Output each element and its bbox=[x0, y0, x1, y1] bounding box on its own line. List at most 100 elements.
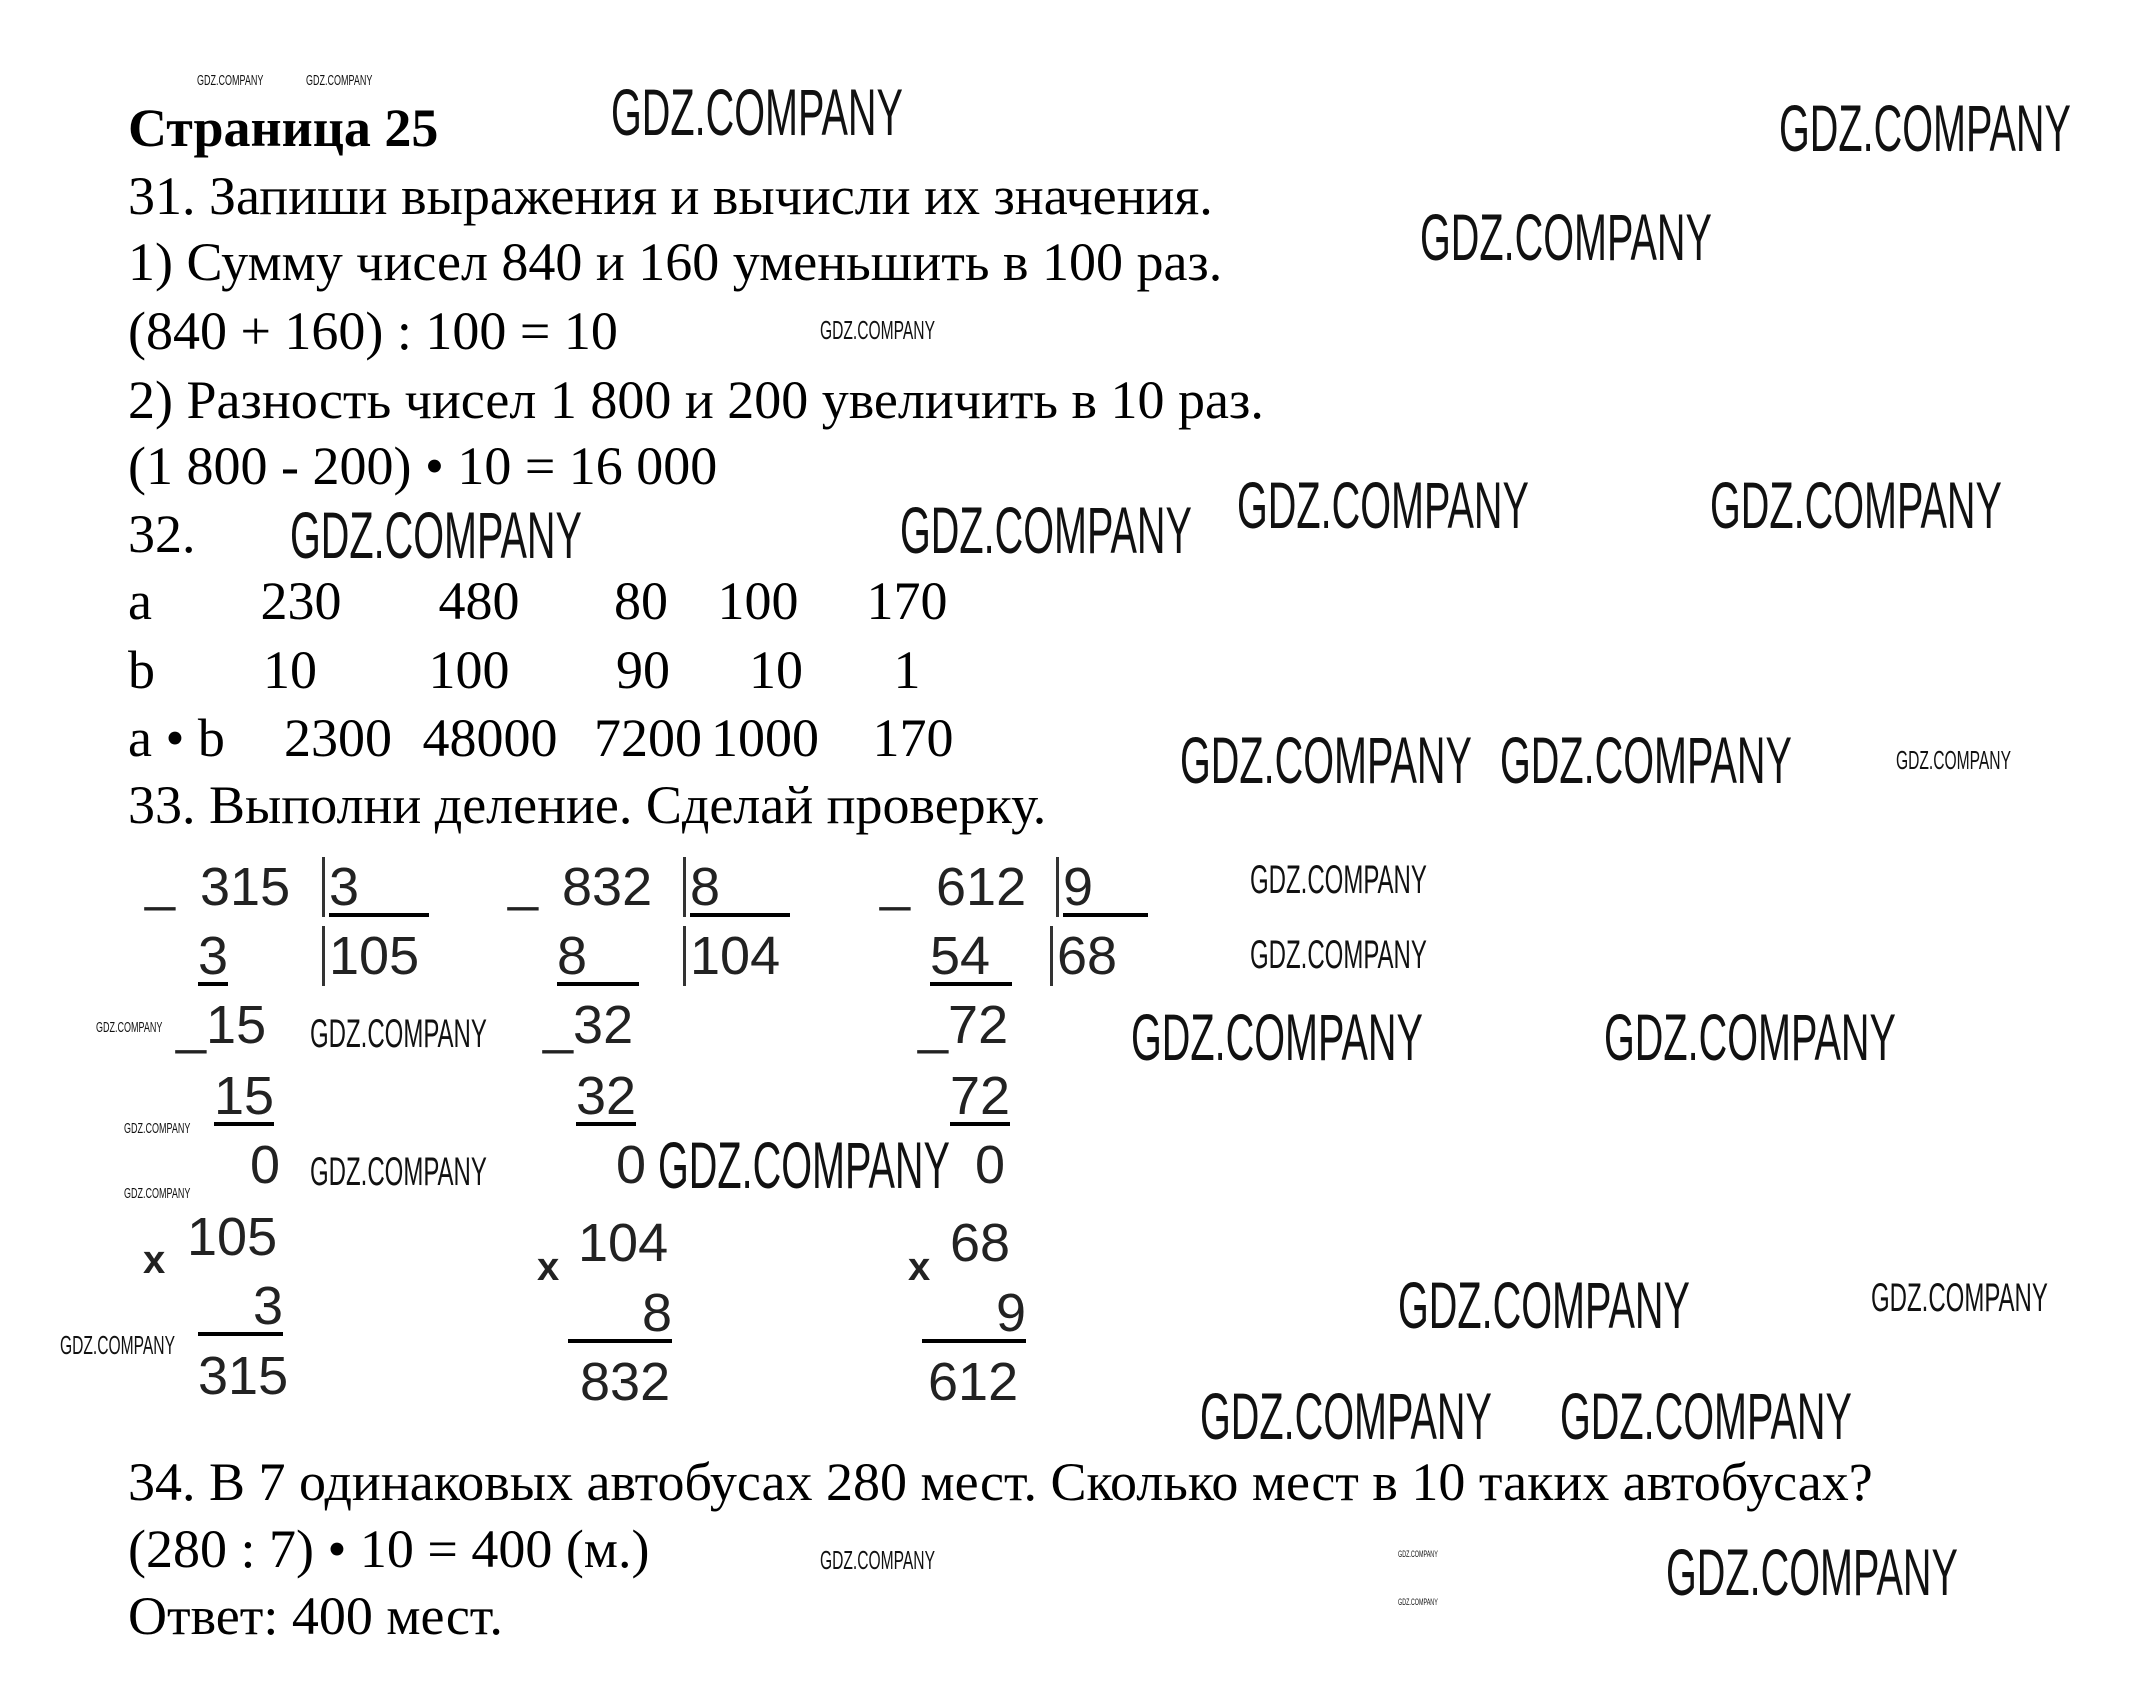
watermark: GDZ.COMPANY bbox=[658, 1128, 950, 1202]
cell: 80 bbox=[614, 571, 668, 631]
second-minuend: _15 bbox=[176, 995, 267, 1055]
task31-heading: 31. Запиши выражения и вычисли их значен… bbox=[128, 166, 1213, 226]
divisor: 8 bbox=[683, 857, 790, 917]
task31-answer2: (1 800 - 200) • 10 = 16 000 bbox=[128, 436, 718, 496]
watermark: GDZ.COMPANY bbox=[124, 1185, 191, 1202]
cell: 100 bbox=[717, 571, 799, 631]
watermark: GDZ.COMPANY bbox=[1250, 933, 1427, 977]
divisor-value: 3 bbox=[329, 860, 429, 917]
second-subtrahend: 72 bbox=[950, 1066, 1011, 1126]
task34-answer: Ответ: 400 мест. bbox=[128, 1586, 503, 1646]
watermark: GDZ.COMPANY bbox=[1398, 1549, 1438, 1559]
times-sign: x bbox=[908, 1245, 931, 1289]
watermark: GDZ.COMPANY bbox=[1604, 1000, 1896, 1074]
times-sign: x bbox=[537, 1245, 560, 1289]
cell: 100 bbox=[428, 640, 510, 700]
check-factor-a: 105 bbox=[187, 1207, 278, 1267]
task31-item2: 2) Разность чисел 1 800 и 200 увеличить … bbox=[128, 370, 1264, 430]
watermark: GDZ.COMPANY bbox=[1398, 1597, 1438, 1607]
quotient: 104 bbox=[683, 926, 780, 986]
watermark: GDZ.COMPANY bbox=[1500, 723, 1792, 797]
dividend: 315 bbox=[200, 857, 291, 917]
task34-heading: 34. В 7 одинаковых автобусах 280 мест. С… bbox=[128, 1452, 1873, 1512]
divisor-value: 9 bbox=[1063, 860, 1148, 917]
second-minuend: _32 bbox=[543, 995, 634, 1055]
check-result: 315 bbox=[198, 1346, 289, 1406]
minus-sign: _ bbox=[880, 852, 911, 912]
cell: 170 bbox=[866, 571, 948, 631]
watermark: GDZ.COMPANY bbox=[1871, 1276, 2048, 1320]
task34-solution: (280 : 7) • 10 = 400 (м.) bbox=[128, 1519, 650, 1579]
cell: 1000 bbox=[711, 708, 819, 768]
watermark: GDZ.COMPANY bbox=[1237, 468, 1529, 542]
watermark: GDZ.COMPANY bbox=[96, 1019, 163, 1036]
cell: 48000 bbox=[422, 708, 558, 768]
watermark: GDZ.COMPANY bbox=[820, 1545, 935, 1575]
cell: 10 bbox=[749, 640, 803, 700]
watermark: GDZ.COMPANY bbox=[1180, 723, 1472, 797]
cell: 230 bbox=[260, 571, 342, 631]
watermark: GDZ.COMPANY bbox=[1398, 1268, 1690, 1342]
cell: 2300 bbox=[284, 708, 392, 768]
watermark: GDZ.COMPANY bbox=[197, 72, 264, 89]
watermark: GDZ.COMPANY bbox=[1710, 468, 2002, 542]
divisor: 9 bbox=[1056, 857, 1148, 917]
watermark: GDZ.COMPANY bbox=[1896, 745, 2011, 775]
remainder: 0 bbox=[616, 1135, 647, 1195]
row-a-label: a bbox=[128, 571, 152, 631]
task31-answer1: (840 + 160) : 100 = 10 bbox=[128, 301, 618, 361]
times-sign: x bbox=[143, 1238, 166, 1282]
cell: 90 bbox=[616, 640, 670, 700]
watermark: GDZ.COMPANY bbox=[900, 493, 1192, 567]
divisor-value: 8 bbox=[690, 860, 790, 917]
check-factor-a: 104 bbox=[578, 1213, 669, 1273]
watermark: GDZ.COMPANY bbox=[611, 75, 903, 149]
quotient: 105 bbox=[322, 926, 419, 986]
remainder: 0 bbox=[975, 1135, 1006, 1195]
watermark: GDZ.COMPANY bbox=[306, 72, 373, 89]
divisor: 3 bbox=[322, 857, 429, 917]
watermark: GDZ.COMPANY bbox=[1560, 1379, 1852, 1453]
watermark: GDZ.COMPANY bbox=[1200, 1379, 1492, 1453]
watermark: GDZ.COMPANY bbox=[820, 315, 935, 345]
dividend: 832 bbox=[562, 857, 653, 917]
second-subtrahend: 15 bbox=[214, 1066, 275, 1126]
watermark: GDZ.COMPANY bbox=[1779, 91, 2071, 165]
check-factor-a: 68 bbox=[950, 1213, 1011, 1273]
watermark: GDZ.COMPANY bbox=[124, 1120, 191, 1137]
quotient: 68 bbox=[1050, 926, 1117, 986]
minus-sign: _ bbox=[145, 852, 176, 912]
check-result: 832 bbox=[580, 1352, 671, 1412]
check-factor-b: 9 bbox=[922, 1286, 1026, 1343]
watermark: GDZ.COMPANY bbox=[1131, 1000, 1423, 1074]
cell: 480 bbox=[438, 571, 520, 631]
second-subtrahend: 32 bbox=[576, 1066, 637, 1126]
task33-heading: 33. Выполни деление. Сделай проверку. bbox=[128, 775, 1047, 835]
watermark: GDZ.COMPANY bbox=[310, 1150, 487, 1194]
dividend: 612 bbox=[936, 857, 1027, 917]
row-b-label: b bbox=[128, 640, 155, 700]
first-subtrahend: 3 bbox=[198, 926, 229, 986]
watermark: GDZ.COMPANY bbox=[1250, 858, 1427, 902]
row-ab-label: a • b bbox=[128, 708, 225, 768]
watermark: GDZ.COMPANY bbox=[60, 1330, 175, 1360]
cell: 10 bbox=[263, 640, 317, 700]
minus-sign: _ bbox=[508, 852, 539, 912]
cell: 7200 bbox=[594, 708, 702, 768]
check-result: 612 bbox=[928, 1352, 1019, 1412]
first-subtrahend: 8 bbox=[557, 929, 639, 986]
watermark: GDZ.COMPANY bbox=[1420, 200, 1712, 274]
watermark: GDZ.COMPANY bbox=[1666, 1535, 1958, 1609]
watermark: GDZ.COMPANY bbox=[310, 1012, 487, 1056]
watermark: GDZ.COMPANY bbox=[290, 498, 582, 572]
check-factor-b: 3 bbox=[198, 1279, 283, 1336]
first-subtrahend: 54 bbox=[930, 929, 1012, 986]
cell: 1 bbox=[893, 640, 921, 700]
page-title: Страница 25 bbox=[128, 98, 439, 158]
second-minuend: _72 bbox=[918, 995, 1009, 1055]
remainder: 0 bbox=[250, 1135, 281, 1195]
task31-item1: 1) Сумму чисел 840 и 160 уменьшить в 100… bbox=[128, 232, 1223, 292]
task32-heading: 32. bbox=[128, 504, 196, 564]
cell: 170 bbox=[872, 708, 954, 768]
check-factor-b: 8 bbox=[568, 1286, 672, 1343]
